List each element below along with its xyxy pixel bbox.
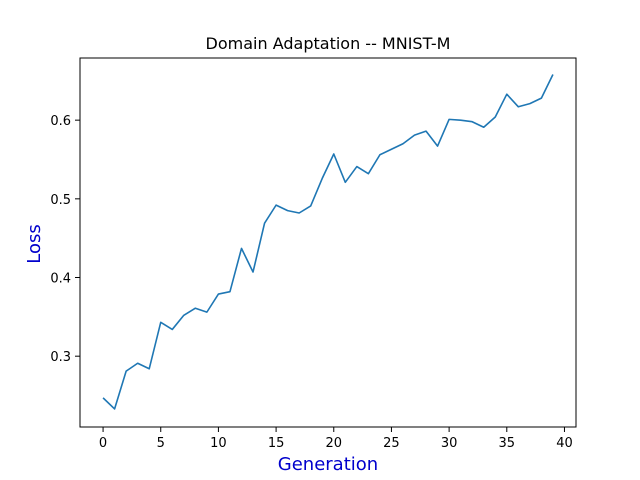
y-tick-label: 0.5 (50, 193, 71, 208)
plot-frame (79, 57, 577, 428)
x-tick-label: 0 (99, 436, 107, 451)
series-line (102, 74, 554, 410)
chart-title: Domain Adaptation -- MNIST-M (206, 34, 451, 53)
y-axis: 0.3 0.4 0.5 0.6 (50, 114, 80, 365)
x-axis: 0 5 10 15 20 25 30 35 40 (99, 427, 573, 451)
x-tick-label: 25 (383, 436, 400, 451)
plot-area (79, 57, 577, 428)
x-tick-label: 5 (157, 436, 165, 451)
y-axis-label: Loss (24, 224, 45, 263)
y-tick-label: 0.6 (50, 114, 71, 129)
y-tick-label: 0.3 (50, 350, 71, 365)
x-tick-label: 20 (325, 436, 342, 451)
x-tick-label: 30 (441, 436, 458, 451)
x-axis-label: Generation (278, 454, 378, 475)
x-tick-label: 15 (268, 436, 285, 451)
x-tick-label: 40 (556, 436, 573, 451)
y-tick-label: 0.4 (50, 272, 71, 287)
x-tick-label: 10 (210, 436, 227, 451)
x-tick-label: 35 (499, 436, 516, 451)
